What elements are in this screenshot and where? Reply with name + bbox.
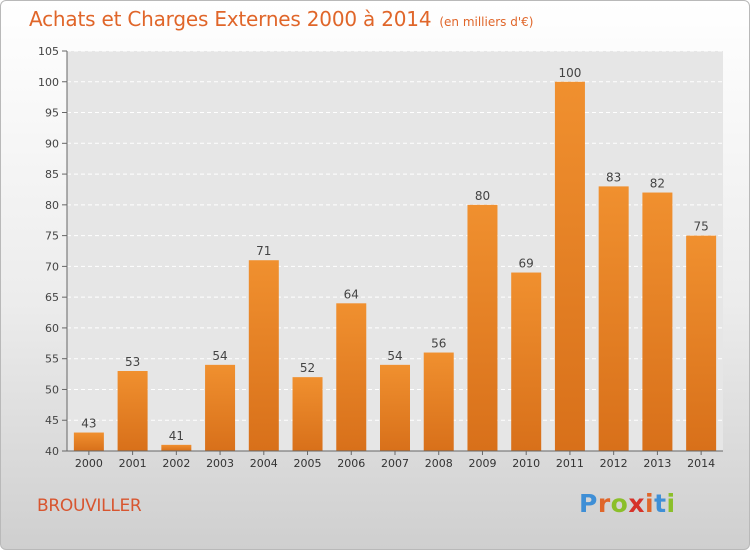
data-label: 75 <box>693 220 708 234</box>
bar <box>380 364 410 451</box>
data-label: 80 <box>475 189 490 203</box>
bar <box>598 186 629 451</box>
bar <box>423 352 454 451</box>
x-tick-label: 2012 <box>600 457 628 470</box>
chart-title-unit: (en milliers d'€) <box>439 15 534 29</box>
bar <box>292 377 323 451</box>
x-tick-label: 2011 <box>556 457 584 470</box>
commune-name: BROUVILLER <box>37 496 142 516</box>
bar <box>161 444 192 451</box>
bar <box>73 432 104 451</box>
data-label: 54 <box>212 349 227 363</box>
x-tick-label: 2006 <box>337 457 365 470</box>
x-axis: 2000 2001 2002 2003 2004 2005 2006 2007 2008 2009… <box>67 450 723 470</box>
chart-title: Achats et Charges Externes 2000 à 2014 (e… <box>29 7 533 31</box>
bar <box>205 364 236 451</box>
data-label: 69 <box>519 257 534 271</box>
y-tick-label: 60 <box>45 322 59 335</box>
x-tick-label: 2009 <box>468 457 496 470</box>
data-label: 54 <box>387 349 402 363</box>
bars: 43 53 41 54 71 52 64 54 56 80 69 100 83 82 75 <box>73 66 717 452</box>
y-tick-label: 95 <box>45 107 59 120</box>
bar <box>686 235 717 451</box>
logo-letter: x <box>628 489 645 518</box>
bar <box>467 204 498 451</box>
y-axis: 40 45 50 55 60 65 70 75 80 85 90 95 100 105 <box>38 45 68 458</box>
data-label: 82 <box>650 177 665 191</box>
y-tick-label: 45 <box>45 414 59 427</box>
proxiti-logo: Proxiti <box>579 489 676 518</box>
data-label: 52 <box>300 361 315 375</box>
y-tick-label: 75 <box>45 230 59 243</box>
data-label: 43 <box>81 417 96 431</box>
x-tick-label: 2013 <box>643 457 671 470</box>
y-tick-label: 80 <box>45 199 59 212</box>
x-tick-label: 2008 <box>425 457 453 470</box>
x-tick-label: 2003 <box>206 457 234 470</box>
y-tick-label: 85 <box>45 168 59 181</box>
data-label: 100 <box>558 66 581 80</box>
data-label: 53 <box>125 355 140 369</box>
bar <box>642 192 673 452</box>
x-tick-label: 2007 <box>381 457 409 470</box>
y-tick-label: 65 <box>45 291 59 304</box>
y-tick-label: 50 <box>45 383 59 396</box>
x-tick-label: 2000 <box>75 457 103 470</box>
y-tick-label: 55 <box>45 353 59 366</box>
data-label: 64 <box>344 287 359 301</box>
bar <box>554 81 585 452</box>
bar <box>117 371 148 451</box>
y-tick-label: 70 <box>45 260 59 273</box>
x-tick-label: 2004 <box>250 457 278 470</box>
logo-letter: i <box>645 489 655 518</box>
x-tick-label: 2002 <box>162 457 190 470</box>
bar <box>336 303 367 451</box>
data-label: 41 <box>169 429 184 443</box>
data-label: 71 <box>256 244 271 258</box>
y-tick-label: 40 <box>45 445 59 458</box>
y-tick-label: 105 <box>38 45 59 58</box>
bar <box>511 272 542 451</box>
bar <box>248 260 279 451</box>
logo-letter: i <box>666 489 676 518</box>
chart-title-main: Achats et Charges Externes 2000 à 2014 <box>29 7 432 31</box>
logo-letter: t <box>654 489 667 518</box>
x-tick-label: 2005 <box>294 457 322 470</box>
y-tick-label: 100 <box>38 76 59 89</box>
y-tick-label: 90 <box>45 137 59 150</box>
logo-letter: o <box>610 489 629 518</box>
x-tick-label: 2010 <box>512 457 540 470</box>
logo-letter: P <box>579 489 598 518</box>
data-label: 83 <box>606 170 621 184</box>
x-tick-label: 2014 <box>687 457 715 470</box>
x-tick-label: 2001 <box>119 457 147 470</box>
logo-letter: r <box>597 489 611 518</box>
data-label: 56 <box>431 337 446 351</box>
